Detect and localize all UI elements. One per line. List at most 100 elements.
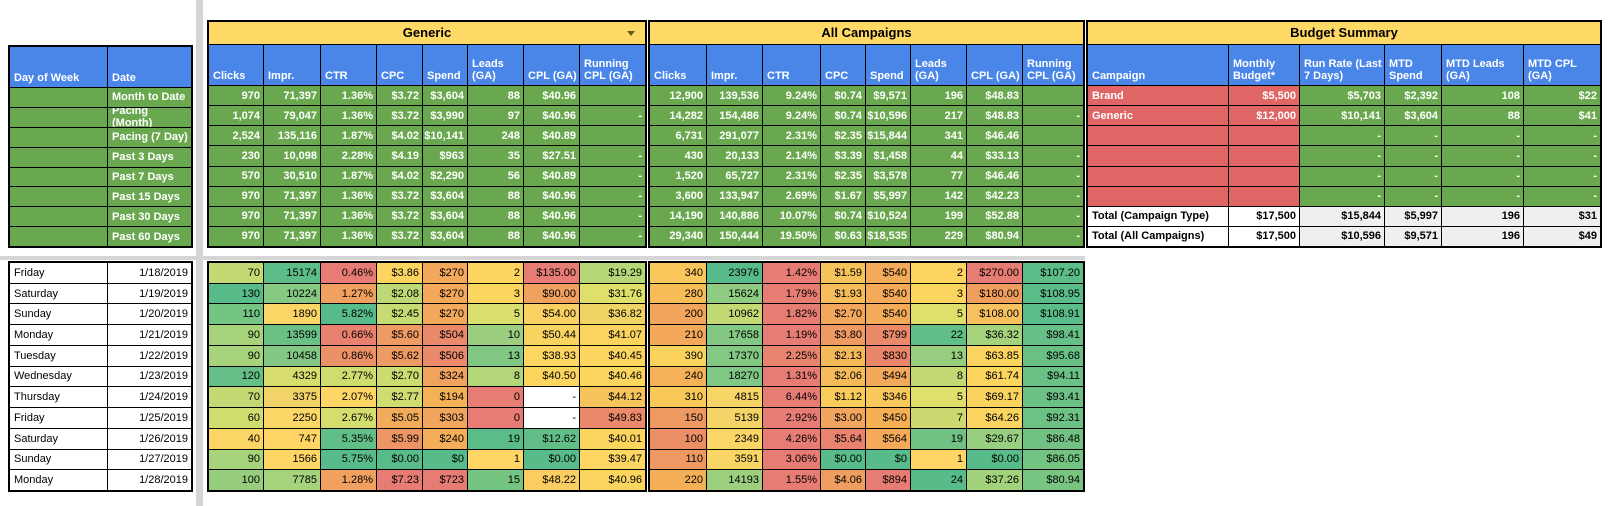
- heatmap-cell[interactable]: 5.82%: [321, 304, 376, 325]
- cell[interactable]: 12,900: [650, 86, 706, 106]
- cell[interactable]: 6,731: [650, 126, 706, 146]
- cell[interactable]: 970: [209, 186, 263, 206]
- cell[interactable]: 88: [468, 86, 523, 106]
- heatmap-cell[interactable]: 747: [264, 428, 320, 449]
- cell[interactable]: $10,524: [866, 206, 910, 226]
- heatmap-cell[interactable]: 200: [650, 304, 706, 325]
- heatmap-cell[interactable]: $0: [423, 449, 467, 470]
- cell[interactable]: 10.07%: [763, 206, 820, 226]
- cell[interactable]: $2,392: [1385, 86, 1441, 106]
- cell[interactable]: $3,604: [423, 206, 467, 226]
- heatmap-cell[interactable]: $107.20: [1023, 263, 1083, 283]
- heatmap-cell[interactable]: $564: [866, 428, 910, 449]
- cell[interactable]: -: [1023, 106, 1083, 126]
- cell[interactable]: 9.24%: [763, 106, 820, 126]
- cell[interactable]: -: [1300, 146, 1384, 166]
- date[interactable]: 1/24/2019: [108, 387, 191, 408]
- cell[interactable]: 970: [209, 86, 263, 106]
- heatmap-cell[interactable]: 1890: [264, 304, 320, 325]
- column-header[interactable]: Clicks: [209, 45, 263, 85]
- cell[interactable]: $17,500: [1229, 206, 1299, 226]
- cell[interactable]: -: [1385, 186, 1441, 206]
- cell[interactable]: 71,397: [264, 86, 320, 106]
- heatmap-cell[interactable]: $36.82: [580, 304, 645, 325]
- heatmap-cell[interactable]: 17658: [707, 325, 762, 345]
- heatmap-cell[interactable]: $894: [866, 470, 910, 490]
- period-label[interactable]: Past 7 Days: [108, 167, 191, 187]
- day-of-week[interactable]: Monday: [10, 470, 107, 490]
- heatmap-cell[interactable]: 130: [209, 283, 263, 304]
- cell[interactable]: $42.23: [967, 186, 1022, 206]
- cell[interactable]: 1.36%: [321, 86, 376, 106]
- cell[interactable]: $3.72: [377, 226, 422, 246]
- cell[interactable]: $0.74: [821, 86, 865, 106]
- column-header[interactable]: Date: [108, 47, 191, 87]
- frozen-column-divider[interactable]: [196, 0, 203, 506]
- heatmap-cell[interactable]: 23976: [707, 263, 762, 283]
- cell[interactable]: $22: [1524, 86, 1600, 106]
- heatmap-cell[interactable]: 10224: [264, 283, 320, 304]
- heatmap-cell[interactable]: $44.12: [580, 387, 645, 408]
- day-of-week[interactable]: Tuesday: [10, 345, 107, 366]
- cell[interactable]: $40.96: [524, 226, 579, 246]
- column-header[interactable]: Day of Week: [10, 47, 107, 87]
- cell[interactable]: -: [1385, 166, 1441, 186]
- cell[interactable]: 29,340: [650, 226, 706, 246]
- cell[interactable]: $3.72: [377, 206, 422, 226]
- heatmap-cell[interactable]: $135.00: [524, 263, 579, 283]
- frozen-row-divider[interactable]: [0, 256, 1085, 260]
- cell[interactable]: 44: [911, 146, 966, 166]
- cell[interactable]: [10, 107, 107, 127]
- heatmap-cell[interactable]: $4.06: [821, 470, 865, 490]
- heatmap-cell[interactable]: $37.26: [967, 470, 1022, 490]
- cell[interactable]: -: [1524, 126, 1600, 146]
- cell[interactable]: $80.94: [967, 226, 1022, 246]
- heatmap-cell[interactable]: $93.41: [1023, 387, 1083, 408]
- heatmap-cell[interactable]: $38.93: [524, 345, 579, 366]
- heatmap-cell[interactable]: 13599: [264, 325, 320, 345]
- day-of-week[interactable]: Saturday: [10, 283, 107, 304]
- cell[interactable]: -: [1442, 166, 1523, 186]
- heatmap-cell[interactable]: $2.13: [821, 345, 865, 366]
- cell[interactable]: [1229, 166, 1299, 186]
- heatmap-cell[interactable]: 5.35%: [321, 428, 376, 449]
- heatmap-cell[interactable]: $12.62: [524, 428, 579, 449]
- date[interactable]: 1/25/2019: [108, 408, 191, 428]
- cell[interactable]: [1023, 126, 1083, 146]
- cell[interactable]: $10,141: [1300, 106, 1384, 126]
- cell[interactable]: 79,047: [264, 106, 320, 126]
- cell[interactable]: [10, 207, 107, 227]
- heatmap-cell[interactable]: $86.48: [1023, 428, 1083, 449]
- heatmap-cell[interactable]: 90: [209, 449, 263, 470]
- heatmap-cell[interactable]: 18270: [707, 366, 762, 387]
- campaign-label[interactable]: Brand: [1088, 86, 1228, 106]
- day-of-week[interactable]: Sunday: [10, 304, 107, 325]
- heatmap-cell[interactable]: $0: [866, 449, 910, 470]
- cell[interactable]: 1.36%: [321, 206, 376, 226]
- heatmap-cell[interactable]: $40.50: [524, 366, 579, 387]
- cell[interactable]: $46.46: [967, 126, 1022, 146]
- heatmap-cell[interactable]: 1.82%: [763, 304, 820, 325]
- heatmap-cell[interactable]: $540: [866, 263, 910, 283]
- cell[interactable]: 139,536: [707, 86, 762, 106]
- cell[interactable]: 2.31%: [763, 126, 820, 146]
- cell[interactable]: 108: [1442, 86, 1523, 106]
- heatmap-cell[interactable]: $29.67: [967, 428, 1022, 449]
- heatmap-cell[interactable]: $54.00: [524, 304, 579, 325]
- period-label[interactable]: Past 3 Days: [108, 147, 191, 167]
- cell[interactable]: -: [1524, 186, 1600, 206]
- heatmap-cell[interactable]: $61.74: [967, 366, 1022, 387]
- column-header[interactable]: CPL (GA): [967, 45, 1022, 85]
- cell[interactable]: $9,571: [866, 86, 910, 106]
- cell[interactable]: 196: [1442, 226, 1523, 246]
- heatmap-cell[interactable]: $270: [423, 283, 467, 304]
- cell[interactable]: $52.88: [967, 206, 1022, 226]
- heatmap-cell[interactable]: -: [524, 387, 579, 408]
- heatmap-cell[interactable]: $41.07: [580, 325, 645, 345]
- heatmap-cell[interactable]: $5.99: [377, 428, 422, 449]
- heatmap-cell[interactable]: $95.68: [1023, 345, 1083, 366]
- cell[interactable]: 229: [911, 226, 966, 246]
- cell[interactable]: -: [1023, 186, 1083, 206]
- cell[interactable]: -: [1385, 146, 1441, 166]
- column-header[interactable]: MTD CPL (GA): [1524, 45, 1600, 85]
